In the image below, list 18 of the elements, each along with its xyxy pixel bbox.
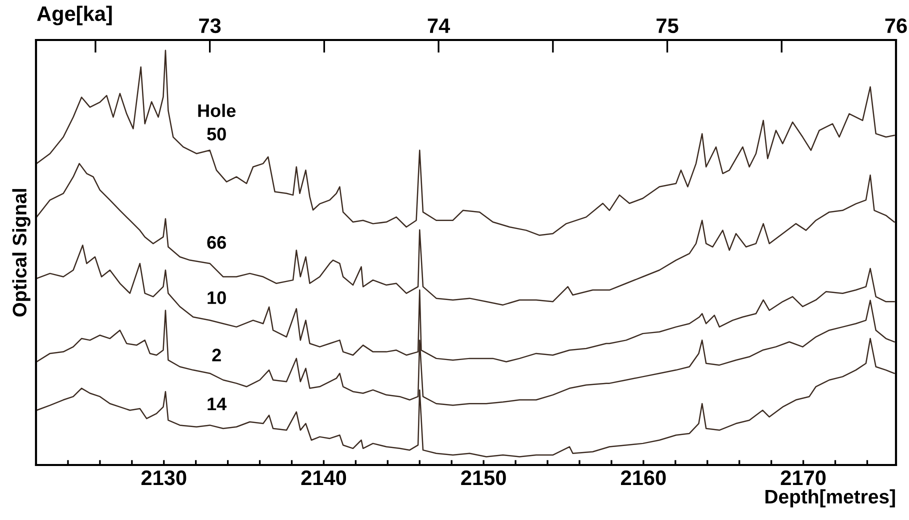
y-axis-title: Optical Signal [12,189,30,317]
x-tick-label: 2150 [461,470,506,486]
x2-tick-label: 76 [885,18,907,34]
series-label: 50 [207,128,226,140]
series-label: 2 [212,348,221,362]
x-tick-label: 2130 [141,470,186,486]
x2-axis-title: Age[ka] [37,6,112,26]
x-tick-label: 2160 [620,470,666,486]
x2-tick-label: 74 [428,18,450,33]
x2-tick-label: 73 [199,18,221,34]
x-axis-title: Depth[metres] [765,489,895,508]
series-label: 14 [208,398,227,410]
x-tick-label: 2170 [780,470,826,486]
series-label: 10 [208,291,226,304]
series-label: 66 [207,236,226,249]
annotation: Hole [198,104,236,118]
x2-tick-label: 75 [656,18,678,34]
x-tick-label: 2140 [301,470,346,486]
